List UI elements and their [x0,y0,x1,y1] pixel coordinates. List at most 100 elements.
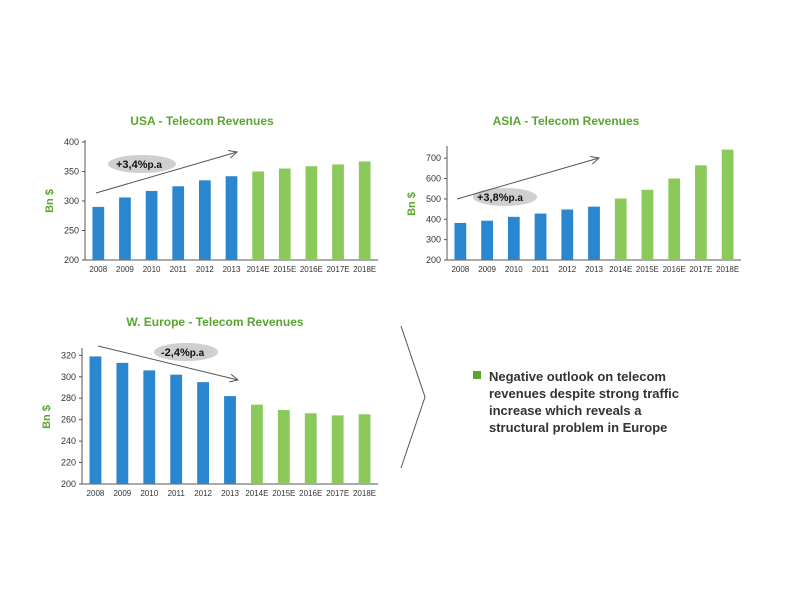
asia-bar [641,189,654,260]
asia-bar [588,206,600,260]
asia-bar [614,198,627,260]
europe-x-tick-label: 2009 [113,489,131,498]
europe-y-tick-label: 200 [61,479,76,489]
usa-x-tick-label: 2014E [247,265,270,274]
usa-revenue-chart: 200 250 300 350 400 Bn $ 2008 2009 2010 2011 2012 2… [44,137,378,274]
europe-trend-arrow [97,345,239,381]
europe-bar [358,414,371,484]
usa-y-tick-label: 200 [64,255,79,265]
europe-x-tick-label: 2008 [87,489,105,498]
europe-y-tick-label: 320 [61,350,76,360]
takeaway-text: Negative outlook on telecom revenues des… [489,369,679,435]
europe-bar [170,374,183,484]
europe-chart-title: W. Europe - Telecom Revenues [126,315,304,329]
asia-trend-label: +3,8%p.a [477,192,523,204]
europe-bar [89,356,102,484]
usa-x-tick-label: 2010 [143,265,161,274]
europe-y-axis-label: Bn $ [41,405,53,429]
europe-x-tick-label: 2014E [245,489,268,498]
usa-bar [225,176,238,260]
europe-x-tick-label: 2016E [299,489,322,498]
europe-bar [250,404,263,484]
chevron-divider [400,325,426,469]
usa-x-tick-label: 2011 [170,265,188,274]
asia-y-tick-label: 200 [426,255,441,265]
usa-trend-arrowhead [228,150,239,159]
usa-y-tick-label: 350 [64,167,79,177]
usa-bar [145,190,158,260]
asia-bar [668,178,681,260]
europe-trend-label: -2,4%p.a [161,347,205,359]
usa-x-tick-label: 2013 [223,265,241,274]
usa-bar [119,197,131,260]
asia-x-tick-label: 2013 [585,265,603,274]
asia-y-tick-label: 300 [426,235,441,245]
usa-y-tick-label: 300 [64,196,79,206]
europe-trend-bubble [154,343,218,361]
usa-bar [92,206,105,260]
asia-x-tick-label: 2011 [532,265,550,274]
usa-x-tick-label: 2015E [273,265,296,274]
bullet-square-icon [473,371,481,379]
asia-x-tick-label: 2015E [636,265,659,274]
usa-x-tick-label: 2012 [196,265,214,274]
asia-bar [481,220,493,260]
asia-trend-arrow [456,157,600,200]
europe-x-tick-label: 2011 [168,489,186,498]
usa-bar [252,171,264,260]
usa-x-tick-label: 2017E [326,265,349,274]
usa-bar [358,161,371,260]
europe-x-tick-label: 2015E [272,489,295,498]
usa-bar [332,164,344,260]
asia-x-tick-label: 2009 [478,265,496,274]
europe-bar [197,382,210,484]
asia-y-tick-label: 700 [426,153,441,163]
europe-y-tick-label: 260 [61,415,76,425]
europe-x-tick-label: 2010 [140,489,158,498]
usa-bar [199,180,211,260]
europe-x-tick-label: 2017E [326,489,349,498]
asia-y-tick-label: 600 [426,174,441,184]
asia-chart-title: ASIA - Telecom Revenues [492,114,640,128]
asia-bar [695,165,707,260]
europe-bar [116,362,129,484]
europe-x-tick-label: 2013 [221,489,239,498]
asia-trend-arrowhead [590,155,601,165]
asia-x-tick-label: 2017E [689,265,712,274]
asia-y-tick-label: 400 [426,214,441,224]
asia-x-tick-label: 2010 [505,265,523,274]
europe-y-tick-label: 300 [61,372,76,382]
asia-trend-bubble [473,188,537,206]
europe-x-tick-label: 2012 [194,489,212,498]
europe-revenue-chart: 200 220 240 260 280 300 320 Bn $ 2008 2009 2010 201… [41,343,378,498]
usa-bar [305,166,318,260]
asia-bar [507,216,520,260]
asia-bar [454,222,467,260]
asia-revenue-chart: 200 300 400 500 600 700 Bn $ 2008 2009 2010 2011 20… [406,146,741,274]
asia-y-axis-label: Bn $ [406,192,418,216]
asia-bar [561,209,574,260]
europe-y-tick-label: 280 [61,393,76,403]
europe-y-tick-label: 240 [61,436,76,446]
asia-x-tick-label: 2016E [663,265,686,274]
europe-bar [224,396,236,484]
usa-x-tick-label: 2009 [116,265,134,274]
europe-bar [143,370,156,484]
usa-trend-label: +3,4%p.a [116,159,162,171]
usa-y-tick-label: 250 [64,226,79,236]
asia-bar [721,149,734,260]
europe-x-tick-label: 2018E [353,489,376,498]
usa-x-tick-label: 2016E [300,265,323,274]
europe-bar [304,413,317,484]
usa-x-tick-label: 2018E [353,265,376,274]
asia-x-tick-label: 2014E [609,265,632,274]
usa-y-tick-label: 400 [64,137,79,147]
asia-x-tick-label: 2018E [716,265,739,274]
asia-bar [534,213,547,260]
asia-x-tick-label: 2008 [451,265,469,274]
usa-bar [172,186,185,260]
europe-trend-arrowhead [229,373,240,383]
usa-y-axis-label: Bn $ [44,189,56,213]
usa-x-tick-label: 2008 [89,265,107,274]
asia-y-tick-label: 500 [426,194,441,204]
